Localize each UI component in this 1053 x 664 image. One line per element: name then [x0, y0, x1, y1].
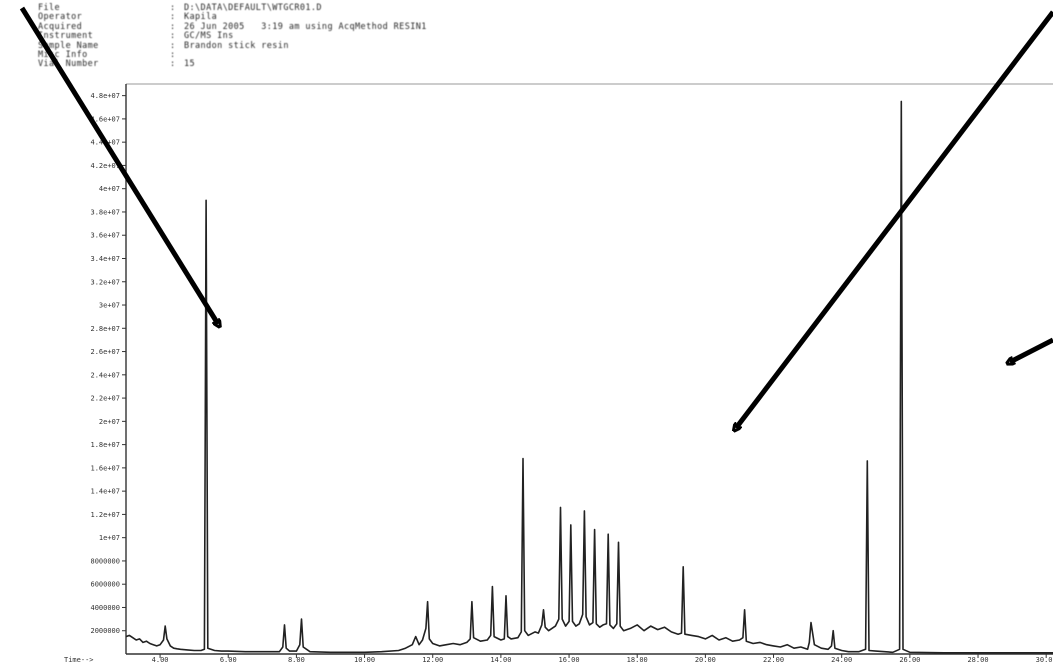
header-row-instrument: Instrument: GC/MS Ins [38, 31, 234, 42]
header-key: Instrument [38, 31, 94, 42]
x-tick-label: 6.00 [220, 656, 237, 664]
y-tick-label: 1.2e+07 [90, 511, 120, 519]
y-tick-label: 3.2e+07 [90, 278, 120, 286]
header-row-operator: Operator: Kapila [38, 12, 218, 23]
x-tick-label: 24.00 [831, 656, 852, 664]
header-key: Acquired [38, 21, 83, 32]
header-value: 15 [184, 59, 196, 70]
y-tick-label: 1.8e+07 [90, 441, 120, 449]
y-tick-label: 1e+07 [99, 534, 120, 542]
header-row-acquired: Acquired:26 Jun 2005 3:19 am using AcqMe… [38, 21, 427, 32]
x-tick-label: 16.00 [559, 656, 580, 664]
header-value: Kapila [184, 12, 218, 23]
x-tick-label: 30.00 [1036, 656, 1053, 664]
x-tick-label: 8.00 [288, 656, 305, 664]
y-tick-label: 2.8e+07 [90, 325, 120, 333]
annotation-arrow [19, 6, 218, 324]
header-key: Operator [38, 12, 83, 23]
y-tick-label: 4.2e+07 [90, 162, 120, 170]
y-tick-label: 2.4e+07 [90, 371, 120, 379]
x-tick-label: 20.00 [695, 656, 716, 664]
header-value: 26 Jun 2005 3:19 am using AcqMethod RESI… [184, 21, 427, 32]
header-value: D:\DATA\DEFAULT\WTGCR01.D [184, 3, 322, 13]
annotation-arrow [1010, 337, 1053, 362]
y-tick-label: 1.4e+07 [90, 488, 120, 496]
y-tick-label: 2000000 [90, 627, 120, 635]
y-tick-label: 4.6e+07 [90, 115, 120, 123]
header-value: GC/MS Ins [184, 31, 234, 42]
header-value: Brandon stick resin [184, 40, 289, 51]
annotation-arrows [19, 6, 1053, 428]
y-tick-label: 6000000 [90, 581, 120, 589]
series-trace [125, 100, 1053, 654]
x-tick-label: 4.00 [152, 656, 169, 664]
x-tick-label: 10.00 [354, 656, 375, 664]
x-tick-label: 12.00 [422, 656, 443, 664]
y-tick-label: 3.8e+07 [90, 208, 120, 216]
axes: 2000000 4000000 6000000 8000000 1e+07 1.2e+07… [64, 83, 1053, 664]
series-layer [125, 100, 1053, 654]
header-key: File [38, 3, 61, 13]
header-key: Sample Name [38, 40, 99, 51]
header-key: Vial Number [38, 59, 99, 70]
x-tick-label: 28.00 [967, 656, 988, 664]
y-tick-label: 4000000 [90, 604, 120, 612]
x-tick-label: 22.00 [763, 656, 784, 664]
y-tick-label: 4e+07 [99, 185, 120, 193]
y-tick-label: 2.2e+07 [90, 395, 120, 403]
y-tick-label: 3.6e+07 [90, 232, 120, 240]
x-tick-label: 18.00 [627, 656, 648, 664]
y-tick-label: 2e+07 [99, 418, 120, 426]
header-row-vial-number: Vial Number:15 [38, 59, 196, 70]
x-tick-label: 14.00 [490, 656, 511, 664]
y-tick-label: 1.6e+07 [90, 464, 120, 472]
header-row-file: File: D:\DATA\DEFAULT\WTGCR01.D [38, 3, 322, 13]
header-row-sample-name: Sample Name: Brandon stick resin [38, 40, 289, 51]
y-tick-label: 3.4e+07 [90, 255, 120, 263]
annotation-arrow [736, 10, 1053, 428]
x-tick-label: 26.00 [899, 656, 920, 664]
y-tick-label: 4.8e+07 [90, 92, 120, 100]
y-tick-label: 8000000 [90, 557, 120, 565]
file-info-header: File: D:\DATA\DEFAULT\WTGCR01.D Operator:… [38, 3, 427, 70]
x-axis-label: Time--> [64, 656, 94, 664]
y-tick-label: 3e+07 [99, 302, 120, 310]
y-tick-label: 2.6e+07 [90, 348, 120, 356]
